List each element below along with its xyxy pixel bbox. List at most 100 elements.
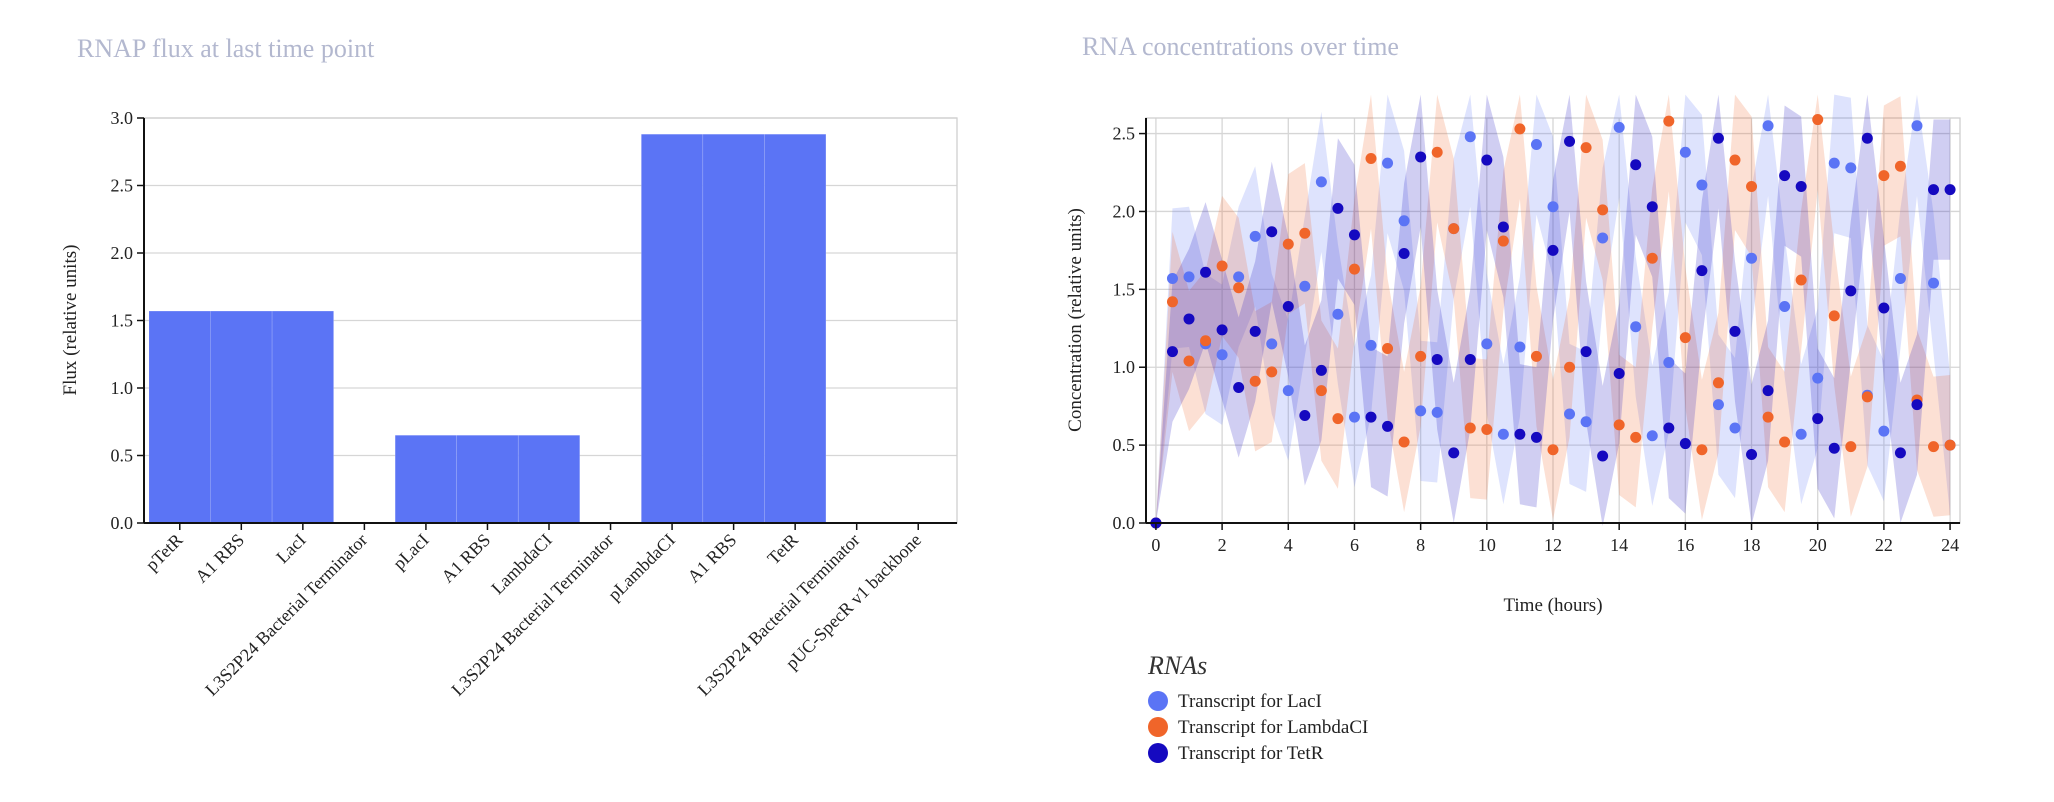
scatter-point [1878,170,1890,182]
scatter-chart-x-ticks: 0 2 4 6 8 10 12 14 16 18 20 22 24 [1151,523,1959,555]
scatter-chart-title: RNA concentrations over time [1082,32,1399,61]
bar-chart-y-ticks: 0.0 0.5 1.0 1.5 2.0 2.5 3.0 [111,108,144,533]
scatter-point [1663,357,1675,369]
scatter-point [1630,431,1642,443]
legend-item[interactable]: Transcript for LacI [1148,691,1322,712]
scatter-point [1712,377,1724,389]
scatter-point [1431,406,1443,418]
scatter-point [1249,375,1261,387]
scatter-y-tick-label: 2.0 [1113,201,1136,221]
scatter-point [1795,428,1807,440]
legend-item[interactable]: Transcript for TetR [1148,743,1324,764]
scatter-point [1746,181,1758,193]
scatter-point [1928,441,1940,453]
scatter-point [1332,308,1344,320]
bar-chart-y-axis-label: Flux (relative units) [60,245,81,396]
scatter-point [1597,204,1609,216]
scatter-x-tick-label: 12 [1544,535,1562,555]
scatter-point [1828,157,1840,169]
legend-items: Transcript for LacI Transcript for Lambda… [1148,691,1368,764]
scatter-point [1348,263,1360,275]
bar [641,133,704,524]
scatter-point [1448,447,1460,459]
bar-chart-bars [148,133,827,524]
scatter-point [1249,325,1261,337]
scatter-point [1249,230,1261,242]
scatter-point [1547,201,1559,213]
scatter-point [1845,441,1857,453]
scatter-point [1613,419,1625,431]
scatter-point [1398,248,1410,260]
scatter-point [1762,120,1774,132]
scatter-point [1630,159,1642,171]
legend-swatch [1148,691,1168,711]
scatter-x-tick-label: 0 [1151,535,1160,555]
scatter-x-tick-label: 8 [1416,535,1425,555]
scatter-point [1894,160,1906,172]
legend-item[interactable]: Transcript for LambdaCI [1148,717,1368,738]
bar-x-tick-label: pLambdaCI [604,530,679,605]
scatter-point [1613,121,1625,133]
scatter-chart-y-ticks: 0.0 0.5 1.0 1.5 2.0 2.5 [1113,124,1146,533]
scatter-point [1299,410,1311,422]
legend-label: Transcript for LacI [1178,691,1322,712]
scatter-point [1183,355,1195,367]
scatter-point [1497,235,1509,247]
scatter-point [1712,132,1724,144]
scatter-point [1382,157,1394,169]
scatter-point [1166,272,1178,284]
scatter-point [1200,266,1212,278]
scatter-point [1564,361,1576,373]
scatter-point [1497,221,1509,233]
scatter-point [1266,338,1278,350]
scatter-x-tick-label: 4 [1284,535,1293,555]
scatter-point [1382,343,1394,355]
bar-x-tick-label: pTetR [142,530,187,575]
bar-y-tick-label: 2.5 [111,176,134,196]
scatter-y-tick-label: 0.5 [1113,435,1136,455]
scatter-point [1514,428,1526,440]
scatter-point [1696,179,1708,191]
scatter-point [1398,215,1410,227]
scatter-point [1166,346,1178,358]
scatter-point [1332,413,1344,425]
scatter-point [1795,274,1807,286]
scatter-point [1861,132,1873,144]
scatter-point [1580,142,1592,154]
legend-label: Transcript for TetR [1178,743,1324,764]
scatter-point [1878,425,1890,437]
scatter-point [1729,422,1741,434]
scatter-point [1183,313,1195,325]
scatter-point [1398,436,1410,448]
scatter-point [1894,272,1906,284]
scatter-point [1481,338,1493,350]
legend-swatch [1148,717,1168,737]
scatter-point [1266,366,1278,378]
scatter-point [1845,285,1857,297]
scatter-point [1448,223,1460,235]
legend-label: Transcript for LambdaCI [1178,717,1368,738]
scatter-point [1183,271,1195,283]
bar-chart: RNAP flux at last time point 0.0 0.5 1.0 1.… [60,34,958,700]
scatter-chart-x-axis-label: Time (hours) [1503,595,1602,616]
bar-x-tick-label: A1 RBS [191,530,248,587]
scatter-x-tick-label: 6 [1350,535,1359,555]
bar-y-tick-label: 2.0 [111,243,134,263]
scatter-point [1200,335,1212,347]
bar-chart-title: RNAP flux at last time point [77,34,375,63]
scatter-point [1233,282,1245,294]
scatter-point [1166,296,1178,308]
scatter-point [1216,349,1228,361]
scatter-point [1746,448,1758,460]
scatter-point [1944,439,1956,451]
scatter-point [1299,280,1311,292]
bar-x-tick-label: pLacI [389,530,433,574]
scatter-point [1646,201,1658,213]
scatter-point [1779,300,1791,312]
bar-y-tick-label: 0.0 [111,513,134,533]
scatter-point [1514,123,1526,135]
scatter-point [1729,325,1741,337]
scatter-point [1415,151,1427,163]
scatter-point [1514,341,1526,353]
bar-x-tick-label: TetR [763,530,802,569]
